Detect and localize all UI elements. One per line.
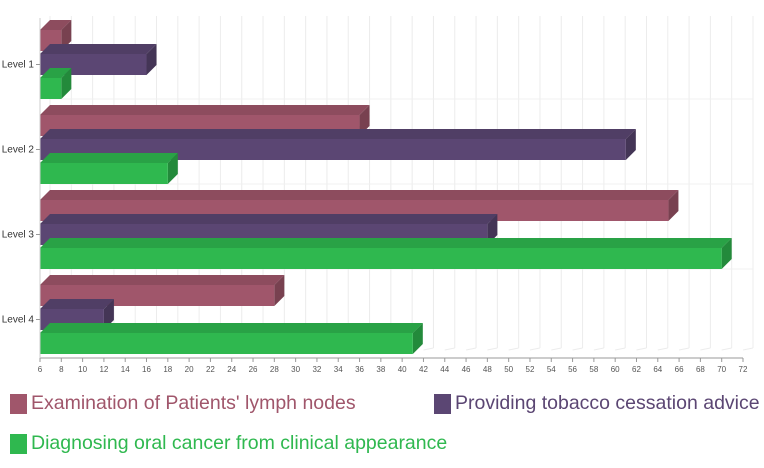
- bar: [40, 153, 178, 184]
- legend-label: Examination of Patients' lymph nodes: [31, 392, 356, 414]
- x-tick-label: 44: [440, 365, 449, 374]
- x-tick-label: 56: [568, 365, 577, 374]
- legend-swatch-icon: [434, 393, 451, 414]
- x-tick-label: 8: [59, 365, 64, 374]
- legend-label: Diagnosing oral cancer from clinical app…: [31, 432, 448, 454]
- x-tick-label: 26: [249, 365, 258, 374]
- x-tick-label: 34: [334, 365, 343, 374]
- x-tick-label: 68: [696, 365, 705, 374]
- x-tick-label: 28: [270, 365, 279, 374]
- x-tick-label: 20: [185, 365, 194, 374]
- legend-item-lymph-nodes[interactable]: Examination of Patients' lymph nodes: [10, 392, 356, 415]
- x-tick-label: 58: [589, 365, 598, 374]
- x-tick-label: 48: [483, 365, 492, 374]
- x-tick-label: 64: [653, 365, 662, 374]
- legend-item-oral-cancer[interactable]: Diagnosing oral cancer from clinical app…: [10, 432, 447, 455]
- x-tick-label: 42: [419, 365, 428, 374]
- bar: [40, 129, 636, 160]
- legend-label: Providing tobacco cessation advice: [455, 392, 760, 414]
- x-tick-label: 54: [547, 365, 556, 374]
- bar: [40, 323, 423, 354]
- x-tick-label: 38: [376, 365, 385, 374]
- x-tick-label: 32: [312, 365, 321, 374]
- legend-swatch-icon: [10, 433, 27, 454]
- bar: [40, 68, 72, 99]
- x-tick-label: 24: [227, 365, 236, 374]
- x-tick-label: 10: [78, 365, 87, 374]
- legend-item-tobacco-cessation[interactable]: Providing tobacco cessation advice: [434, 392, 760, 415]
- x-tick-label: 62: [632, 365, 641, 374]
- x-tick-label: 66: [675, 365, 684, 374]
- y-category-label: Level 3: [2, 230, 35, 241]
- x-tick-label: 52: [526, 365, 535, 374]
- x-tick-label: 14: [121, 365, 130, 374]
- x-tick-label: 46: [462, 365, 471, 374]
- y-category-label: Level 1: [2, 60, 35, 71]
- x-tick-label: 12: [99, 365, 108, 374]
- x-tick-label: 18: [163, 365, 172, 374]
- x-tick-label: 40: [398, 365, 407, 374]
- x-tick-label: 50: [504, 365, 513, 374]
- x-axis: 6 8 10 12 14 16 18 20 22 24 26 28 30 32 34 36 38 40 42 44 46…: [38, 357, 748, 374]
- legend-swatch-icon: [10, 393, 27, 414]
- x-tick-label: 60: [611, 365, 620, 374]
- bar-chart: 6 8 10 12 14 16 18 20 22 24 26 28 30 32 34 36 38 40 42 44 46…: [2, 16, 754, 374]
- bars: [40, 20, 732, 354]
- x-tick-label: 72: [739, 365, 748, 374]
- y-axis: Level 1 Level 2 Level 3 Level 4: [2, 18, 41, 358]
- bar: [40, 20, 72, 51]
- x-tick-label: 30: [291, 365, 300, 374]
- x-tick-label: 36: [355, 365, 364, 374]
- bar: [40, 238, 732, 269]
- x-tick-label: 16: [142, 365, 151, 374]
- x-tick-label: 70: [717, 365, 726, 374]
- y-category-label: Level 4: [2, 315, 35, 326]
- x-tick-label: 6: [38, 365, 43, 374]
- x-tick-label: 22: [206, 365, 215, 374]
- y-category-label: Level 2: [2, 145, 35, 156]
